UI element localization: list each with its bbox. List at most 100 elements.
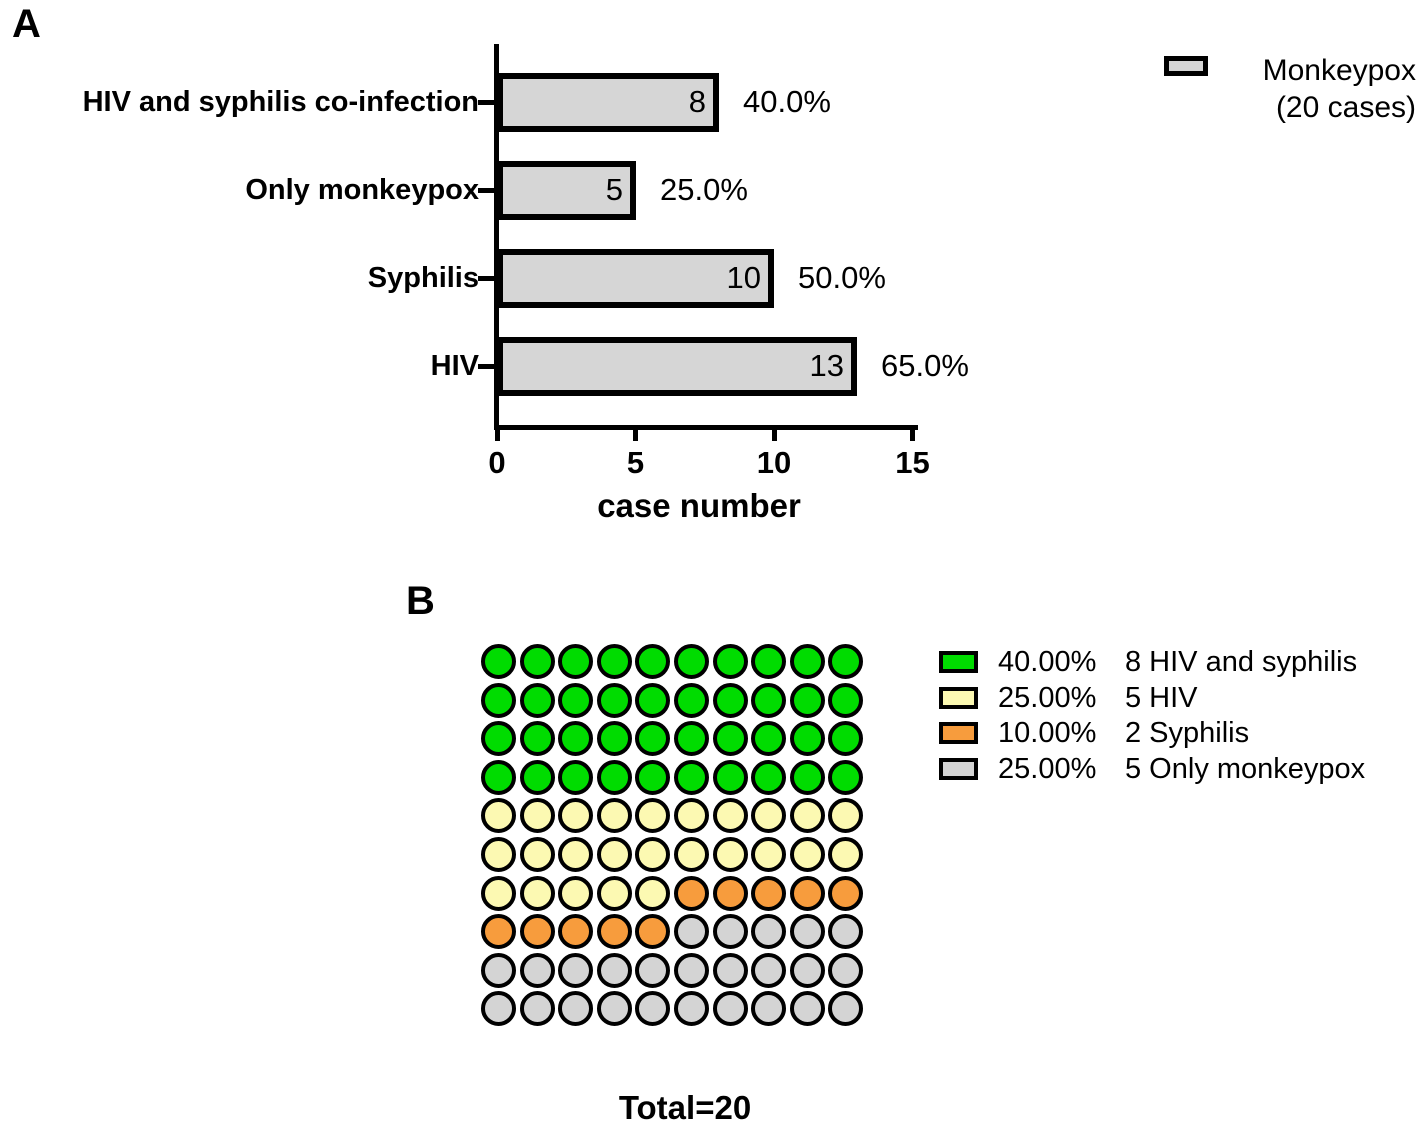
legend-label: 8 HIV and syphilis [1125,646,1358,678]
waffle-dot [712,837,748,872]
waffle-dot [751,682,787,718]
waffle-dot [789,721,825,757]
waffle-dot [789,798,825,834]
waffle-dot [751,875,787,911]
waffle-dot [674,952,709,988]
waffle-dot [481,759,516,795]
x-axis-tick [910,427,915,441]
panel-a-label: A [12,2,41,46]
y-axis-tick [478,100,497,105]
waffle-dot [635,991,671,1027]
waffle-dot [558,759,594,795]
waffle-dot [558,952,594,988]
bar-value-label: 8 [688,84,706,119]
category-label: Only monkeypox [245,174,479,206]
waffle-dot [635,721,671,757]
waffle-dot [828,721,864,757]
bar-value-label: 5 [605,172,623,207]
legend-label-line1: Monkeypox [1262,54,1416,87]
waffle-dot [751,837,787,872]
waffle-dot [481,837,516,872]
x-axis-tick [633,427,638,441]
waffle-dot [674,837,709,872]
waffle-dot [751,644,787,679]
x-axis-tick [771,427,777,441]
bar-value-label: 13 [809,348,844,383]
category-label: Syphilis [367,262,479,294]
waffle-dot [481,798,516,834]
legend-text: Monkeypox (20 cases) [1150,52,1416,126]
waffle-dot [635,682,671,718]
bar: 5 [497,160,636,220]
waffle-dot [712,914,748,950]
waffle-dot [751,721,787,757]
waffle-dot [674,644,709,679]
waffle-dot [558,875,594,911]
waffle-dot [828,837,864,872]
waffle-dot [712,644,748,679]
waffle-dot [481,952,516,988]
waffle-dot [596,837,632,872]
waffle-dot [481,914,516,950]
waffle-dot [519,875,555,911]
category-label: HIV [430,350,479,382]
waffle-dot [519,682,555,718]
waffle-dot [558,914,594,950]
waffle-dot [558,721,594,757]
waffle-dot [558,798,594,834]
bar-percent-label: 25.0% [660,172,748,207]
waffle-dot [712,759,748,795]
waffle-dot [519,759,555,795]
waffle-dot [519,914,555,950]
waffle-dot [635,837,671,872]
waffle-dot [751,798,787,834]
waffle-dot [789,682,825,718]
x-axis-line [494,425,918,430]
waffle-dot [712,682,748,718]
y-axis-tick [478,276,497,281]
waffle-dot [789,759,825,795]
waffle-dot [828,875,864,911]
waffle-dot [481,682,516,718]
legend-label: 5 HIV [1125,681,1198,714]
bar-percent-label: 50.0% [798,260,886,295]
legend-swatch [939,722,978,744]
waffle-dot [712,991,748,1027]
waffle-dot [828,644,864,679]
waffle-dot [828,952,864,988]
waffle-dot [596,644,632,679]
waffle-dot [712,798,748,834]
waffle-dot [596,875,632,911]
waffle-dot [789,991,825,1027]
waffle-dot [751,952,787,988]
waffle-dot [481,721,516,757]
legend-swatch [939,686,978,709]
legend-percent: 40.00% [998,646,1097,678]
legend-swatch [939,651,978,673]
panel-b-label: B [406,579,435,623]
waffle-dot [674,991,709,1027]
waffle-dot [558,991,594,1027]
waffle-dot [828,682,864,718]
waffle-dot [519,644,555,679]
waffle-dot [674,914,709,950]
waffle-dot [828,798,864,834]
waffle-dot [751,759,787,795]
waffle-dot [828,914,864,950]
bar: 10 [497,248,774,308]
waffle-dot [596,759,632,795]
x-tick-label: 15 [895,445,930,480]
legend-percent: 25.00% [998,681,1097,714]
waffle-dot [635,914,671,950]
waffle-dot [596,798,632,834]
waffle-dot [789,875,825,911]
legend-label: 2 Syphilis [1125,717,1250,749]
waffle-dot [558,837,594,872]
waffle-dot [481,875,516,911]
x-tick-label: 0 [488,445,506,480]
waffle-dot [674,682,709,718]
legend-percent: 10.00% [998,717,1097,749]
waffle-dot [635,952,671,988]
